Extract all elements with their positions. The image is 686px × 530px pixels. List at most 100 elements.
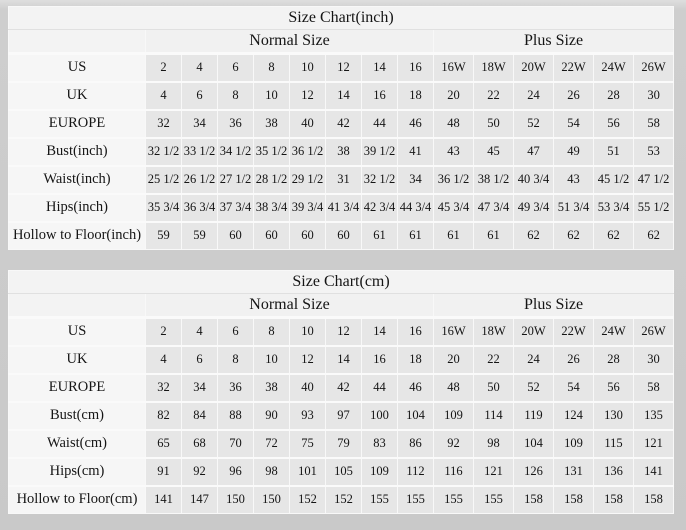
size-cell: 52 <box>513 108 554 138</box>
size-cell: 6 <box>181 80 218 110</box>
size-cell: 158 <box>553 484 594 514</box>
size-cell: 4 <box>181 52 218 82</box>
size-cell: 36 1/2 <box>433 164 474 194</box>
size-cell: 31 <box>325 164 362 194</box>
size-cell: 6 <box>181 344 218 374</box>
size-cell: 97 <box>325 400 362 430</box>
size-cell: 101 <box>289 456 326 486</box>
size-cell: 36 1/2 <box>289 136 326 166</box>
size-cell: 40 3/4 <box>513 164 554 194</box>
size-cell: 62 <box>513 220 554 250</box>
size-cell: 119 <box>513 400 554 430</box>
size-cell: 58 <box>632 372 675 402</box>
size-cell: 39 3/4 <box>289 192 326 222</box>
size-cell: 12 <box>289 80 326 110</box>
size-cell: 26 <box>553 80 594 110</box>
size-cell: 32 <box>145 372 182 402</box>
size-cell: 121 <box>632 428 675 458</box>
size-cell: 104 <box>513 428 554 458</box>
row-label: Hips(inch) <box>8 192 146 222</box>
size-cell: 34 <box>181 372 218 402</box>
group-header-normal: Normal Size <box>145 29 434 55</box>
size-cell: 14 <box>325 344 362 374</box>
size-cell: 8 <box>217 344 254 374</box>
size-cell: 112 <box>397 456 434 486</box>
size-chart-cm-table: Size Chart(cm) Normal Size Plus Size US 2 4 6 8… <box>7 270 679 514</box>
size-cell: 48 <box>433 372 474 402</box>
size-cell: 98 <box>253 456 290 486</box>
row-label: Waist(cm) <box>8 428 146 458</box>
size-cell: 45 <box>473 136 514 166</box>
size-cell: 92 <box>433 428 474 458</box>
size-cell: 155 <box>473 484 514 514</box>
size-cell: 104 <box>397 400 434 430</box>
row-label: Hollow to Floor(cm) <box>8 484 146 514</box>
size-cell: 2 <box>145 316 182 346</box>
size-cell: 22 <box>473 80 514 110</box>
size-cell: 38 <box>253 372 290 402</box>
size-cell: 42 3/4 <box>361 192 398 222</box>
size-cell: 40 <box>289 108 326 138</box>
size-cell: 59 <box>181 220 218 250</box>
size-cell: 141 <box>632 456 675 486</box>
size-cell: 158 <box>593 484 634 514</box>
size-cell: 93 <box>289 400 326 430</box>
size-cell: 45 3/4 <box>433 192 474 222</box>
size-table-inch: Size Chart(inch) Normal Size Plus Size US 2 4… <box>7 6 675 250</box>
size-cell: 53 3/4 <box>593 192 634 222</box>
row-label: UK <box>8 80 146 110</box>
row-label: Bust(cm) <box>8 400 146 430</box>
size-cell: 70 <box>217 428 254 458</box>
size-cell: 155 <box>397 484 434 514</box>
size-cell: 152 <box>289 484 326 514</box>
size-cell: 116 <box>433 456 474 486</box>
size-cell: 33 1/2 <box>181 136 218 166</box>
size-cell: 30 <box>632 344 675 374</box>
size-cell: 62 <box>553 220 594 250</box>
size-cell: 14 <box>361 316 398 346</box>
size-chart-inch-table: Size Chart(inch) Normal Size Plus Size US 2 4… <box>7 6 679 250</box>
size-cell: 16 <box>397 316 434 346</box>
size-cell: 18W <box>473 52 514 82</box>
size-cell: 32 1/2 <box>145 136 182 166</box>
size-cell: 44 3/4 <box>397 192 434 222</box>
size-cell: 36 <box>217 108 254 138</box>
size-cell: 88 <box>217 400 254 430</box>
table-row: Waist(cm) 65 68 70 72 75 79 83 86 92 98 104 109 115 12… <box>8 428 675 458</box>
size-cell: 61 <box>397 220 434 250</box>
size-cell: 43 <box>433 136 474 166</box>
size-cell: 50 <box>473 108 514 138</box>
size-cell: 35 3/4 <box>145 192 182 222</box>
size-cell: 46 <box>397 372 434 402</box>
size-cell: 24W <box>593 316 634 346</box>
size-cell: 37 3/4 <box>217 192 254 222</box>
size-cell: 12 <box>289 344 326 374</box>
table-row: US 2 4 6 8 10 12 14 16 16W 18W 20W 22W 24W 26W <box>8 52 675 82</box>
size-cell: 10 <box>253 344 290 374</box>
size-cell: 22W <box>553 52 594 82</box>
size-cell: 36 3/4 <box>181 192 218 222</box>
row-label: Bust(inch) <box>8 136 146 166</box>
size-cell: 126 <box>513 456 554 486</box>
size-cell: 38 1/2 <box>473 164 514 194</box>
size-cell: 35 1/2 <box>253 136 290 166</box>
size-cell: 109 <box>433 400 474 430</box>
group-header-plus: Plus Size <box>432 293 675 319</box>
size-cell: 16 <box>397 52 434 82</box>
size-cell: 42 <box>325 108 362 138</box>
size-cell: 39 1/2 <box>361 136 398 166</box>
size-cell: 16W <box>433 316 474 346</box>
size-cell: 10 <box>289 52 326 82</box>
size-cell: 75 <box>289 428 326 458</box>
size-cell: 49 <box>553 136 594 166</box>
size-cell: 130 <box>593 400 634 430</box>
size-cell: 26 <box>553 344 594 374</box>
size-cell: 90 <box>253 400 290 430</box>
size-cell: 44 <box>361 108 398 138</box>
size-cell: 28 1/2 <box>253 164 290 194</box>
size-cell: 55 1/2 <box>632 192 675 222</box>
size-cell: 56 <box>593 372 634 402</box>
size-cell: 155 <box>361 484 398 514</box>
table-title-row: Size Chart(cm) <box>7 270 675 294</box>
size-cell: 20W <box>513 316 554 346</box>
